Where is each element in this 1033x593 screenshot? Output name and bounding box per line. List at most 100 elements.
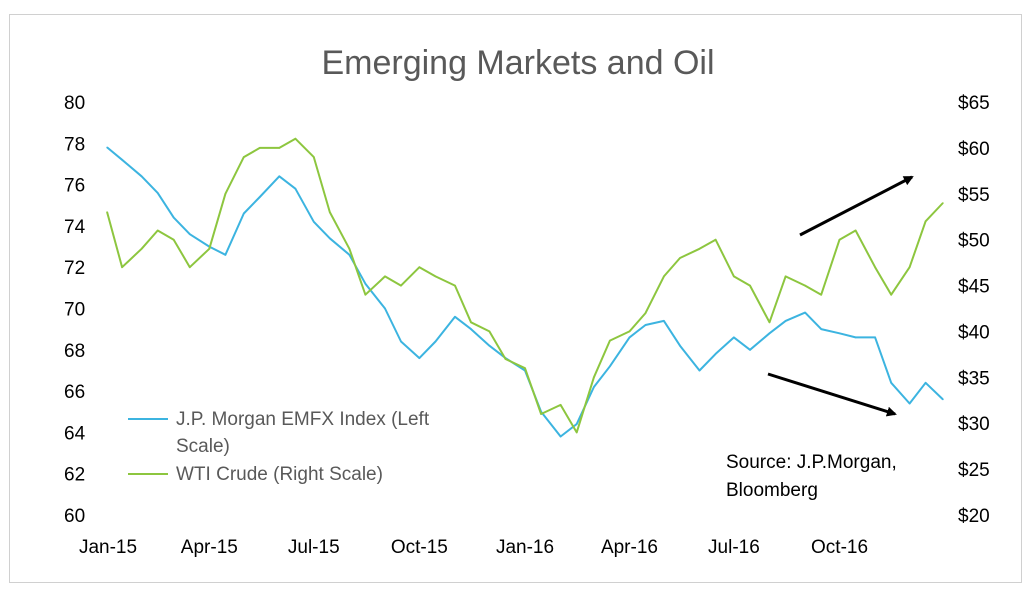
emfx-series-point — [663, 320, 665, 322]
right-tick-label: $60 — [958, 139, 990, 160]
left-tick-label: 74 — [64, 217, 86, 238]
emfx-series-point — [329, 237, 331, 240]
emfx-series-point — [908, 402, 911, 405]
wti-series-point — [156, 229, 159, 232]
wti-series-point — [121, 266, 123, 269]
right-tick-label: $40 — [958, 322, 990, 343]
wti-series-point — [714, 238, 717, 241]
wti-series-point — [854, 229, 857, 232]
wti-series-point — [524, 367, 526, 370]
emfx-series-point — [418, 357, 421, 359]
emfx-series-point — [140, 175, 143, 178]
wti-series-point — [609, 339, 611, 342]
emfx-series-point — [575, 423, 578, 425]
emfx-series-point — [364, 282, 367, 285]
wti-series-point — [208, 248, 211, 250]
wti-series-point — [593, 376, 595, 379]
left-tick-label: 72 — [64, 258, 85, 279]
wti-series-point — [504, 358, 507, 360]
left-axis: 60 62 64 66 68 70 72 74 76 78 80 — [64, 93, 86, 527]
wti-series-point — [733, 275, 735, 278]
wti-series-point — [488, 330, 491, 333]
wti-series-point — [106, 211, 108, 213]
x-tick-label: Apr-16 — [601, 537, 658, 558]
emfx-series-point — [749, 349, 751, 351]
emfx-series-point — [609, 365, 611, 368]
wti-series-point — [364, 293, 367, 296]
right-tick-label: $65 — [958, 93, 990, 114]
right-tick-label: $45 — [958, 277, 990, 298]
right-tick-label: $25 — [958, 460, 990, 481]
wti-series-point — [470, 321, 472, 324]
emfx-series-point — [679, 344, 681, 347]
emfx-series-point — [768, 332, 771, 335]
wti-series-point — [313, 156, 315, 158]
left-tick-label: 78 — [64, 134, 85, 155]
emfx-series-point — [470, 328, 472, 330]
wti-series-point — [559, 404, 562, 406]
emfx-series-point — [698, 369, 701, 372]
right-tick-label: $20 — [958, 506, 990, 527]
emfx-series-point — [874, 336, 876, 339]
wti-series-point — [663, 275, 665, 278]
wti-series-point — [644, 312, 647, 314]
down-arrow — [767, 372, 897, 417]
wti-series-point — [243, 156, 245, 158]
wti-series-point — [942, 202, 944, 204]
wti-series-point — [189, 266, 191, 269]
emfx-series-point — [400, 340, 402, 343]
wti-series-point — [294, 137, 297, 140]
right-tick-label: $35 — [958, 368, 990, 389]
left-tick-label: 60 — [64, 506, 85, 527]
right-tick-label: $30 — [958, 414, 990, 435]
emfx-series-point — [593, 386, 595, 388]
emfx-series-point — [243, 212, 245, 215]
emfx-series-point — [278, 175, 281, 178]
wti-series-point — [784, 275, 787, 278]
right-tick-label: $50 — [958, 231, 990, 252]
legend-emfx-label: J.P. Morgan EMFX Index (Left — [176, 409, 430, 430]
emfx-series-point — [890, 382, 892, 384]
emfx-series-point — [294, 187, 297, 190]
left-tick-label: 70 — [64, 300, 85, 321]
legend: J.P. Morgan EMFX Index (Left Scale) WTI Cr… — [128, 409, 430, 485]
right-axis: $20 $25 $30 $35 $40 $45 $50 $55 $60 $65 — [958, 93, 990, 527]
left-tick-label: 66 — [64, 382, 85, 403]
wti-series-point — [698, 248, 701, 250]
wti-series-point — [540, 413, 542, 415]
x-axis: Jan-15 Apr-15 Jul-15 Oct-15 Jan-16 Apr-16 Jul-… — [79, 537, 868, 558]
wti-series-point — [172, 238, 175, 241]
wti-series-point — [890, 293, 892, 296]
chart-frame — [9, 14, 1022, 583]
x-tick-label: Jul-16 — [708, 537, 760, 558]
wti-series-point — [278, 147, 281, 149]
wti-series-point — [804, 284, 806, 287]
emfx-series-point — [924, 382, 927, 384]
wti-series-point — [679, 257, 681, 259]
x-tick-label: Oct-15 — [391, 537, 448, 558]
wti-series-point — [434, 275, 437, 278]
emfx-series-point — [838, 332, 841, 335]
emfx-series-point — [942, 398, 944, 401]
legend-emfx-label: Scale) — [176, 436, 230, 457]
x-tick-label: Jan-15 — [79, 537, 137, 558]
emfx-series-point — [820, 328, 822, 330]
wti-series-point — [575, 431, 578, 434]
left-tick-label: 68 — [64, 341, 85, 362]
wti-series-point — [908, 266, 911, 269]
emfx-series-point — [644, 324, 647, 326]
wti-series-point — [348, 248, 351, 250]
wti-series-point — [628, 330, 631, 333]
x-tick-label: Jan-16 — [496, 537, 554, 558]
emfx-series-point — [106, 146, 108, 149]
chart-title: Emerging Markets and Oil — [321, 44, 714, 82]
emfx-series-point — [313, 221, 315, 223]
left-tick-label: 80 — [64, 93, 85, 114]
emfx-series-point — [488, 344, 491, 347]
wti-series-point — [259, 147, 261, 149]
emfx-series-point — [454, 316, 456, 318]
x-tick-label: Oct-16 — [811, 537, 868, 558]
emfx-series-point — [348, 254, 351, 256]
wti-series-point — [749, 284, 751, 287]
